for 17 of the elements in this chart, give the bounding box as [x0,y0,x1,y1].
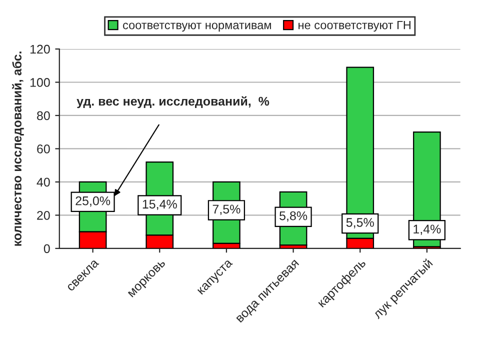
y-tick-label: 40 [36,178,50,187]
annotation: 5,8% [280,211,308,222]
legend-label: не соответствуют ГН [298,21,410,32]
y-tick-label: 80 [37,111,50,120]
y-tick-label: 0 [44,244,50,254]
y-tick-label: 60 [37,144,50,154]
annotation: 1,4% [414,224,441,235]
y-tick-label: 120 [30,44,50,54]
annotation: уд. вес неуд. исследований, % [76,96,270,108]
annotation: 25,0% [76,196,110,207]
y-axis-title: количество исследований, абс. [12,52,24,246]
annotation: 5,5% [346,218,374,228]
annotation: 15,4% [142,200,177,210]
annotation: 7,5% [212,204,240,216]
y-tick-label: 100 [30,78,50,87]
legend-label: соответствуют нормативам [123,22,271,32]
y-tick-label: 20 [37,210,50,220]
